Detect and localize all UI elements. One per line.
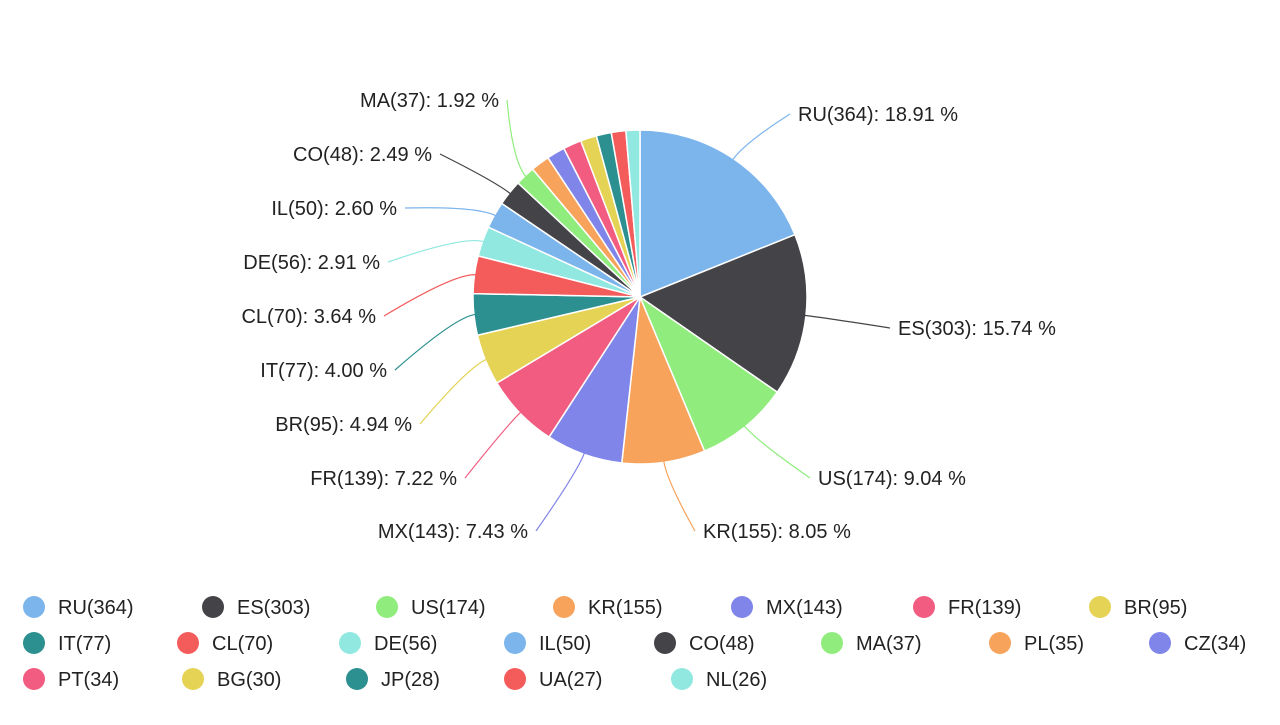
connector-br	[419, 358, 488, 425]
legend-label-nl: NL(26)	[706, 669, 767, 691]
legend-item-ma[interactable]: MA(37)	[821, 632, 922, 655]
data-label-il: IL(50): 2.60 %	[271, 198, 397, 220]
legend-marker-es	[202, 596, 224, 618]
data-label-mx: MX(143): 7.43 %	[378, 521, 528, 543]
legend-marker-mx	[731, 596, 753, 618]
legend-marker-kr	[553, 596, 575, 618]
data-label-it: IT(77): 4.00 %	[260, 360, 387, 382]
connector-kr	[663, 460, 696, 532]
legend-label-cl: CL(70)	[212, 633, 273, 655]
legend-label-bg: BG(30)	[217, 669, 281, 691]
legend-marker-nl	[671, 668, 693, 690]
connector-il	[404, 207, 497, 217]
data-label-es: ES(303): 15.74 %	[898, 318, 1056, 340]
data-label-us: US(174): 9.04 %	[818, 468, 966, 490]
legend-item-cl[interactable]: CL(70)	[177, 632, 273, 655]
legend-item-es[interactable]: ES(303)	[202, 596, 310, 619]
legend-item-ua[interactable]: UA(27)	[504, 668, 602, 691]
legend-marker-de	[339, 632, 361, 654]
legend: RU(364) ES(303) US(174) KR(155) MX(143) FR(13…	[23, 596, 1246, 691]
legend-item-pl[interactable]: PL(35)	[989, 632, 1084, 655]
legend-marker-fr	[913, 596, 935, 618]
legend-label-pl: PL(35)	[1024, 633, 1084, 655]
legend-label-kr: KR(155)	[588, 597, 662, 619]
data-label-de: DE(56): 2.91 %	[243, 252, 380, 274]
legend-label-il: IL(50)	[539, 633, 591, 655]
legend-label-co: CO(48)	[689, 633, 755, 655]
connector-es	[803, 314, 891, 329]
legend-item-nl[interactable]: NL(26)	[671, 668, 767, 691]
data-labels: RU(364): 18.91 % ES(303): 15.74 % US(174):…	[241, 90, 1056, 543]
connector-fr	[464, 411, 522, 479]
legend-item-de[interactable]: DE(56)	[339, 632, 437, 655]
legend-marker-co	[654, 632, 676, 654]
legend-marker-il	[504, 632, 526, 654]
legend-item-il[interactable]: IL(50)	[504, 632, 591, 655]
data-label-kr: KR(155): 8.05 %	[703, 521, 851, 543]
legend-item-ru[interactable]: RU(364)	[23, 596, 134, 619]
legend-label-ua: UA(27)	[539, 669, 602, 691]
pie-slices	[472, 129, 808, 465]
legend-item-pt[interactable]: PT(34)	[23, 668, 119, 691]
legend-marker-ru	[23, 596, 45, 618]
legend-label-br: BR(95)	[1124, 597, 1187, 619]
legend-item-fr[interactable]: FR(139)	[913, 596, 1021, 619]
connector-ma	[506, 99, 527, 178]
legend-label-mx: MX(143)	[766, 597, 843, 619]
legend-marker-ma	[821, 632, 843, 654]
legend-label-cz: CZ(34)	[1184, 633, 1246, 655]
legend-marker-ua	[504, 668, 526, 690]
data-label-co: CO(48): 2.49 %	[293, 144, 432, 166]
connector-ru	[731, 113, 791, 161]
data-label-ru: RU(364): 18.91 %	[798, 104, 958, 126]
connector-it	[394, 313, 476, 371]
legend-marker-cz	[1149, 632, 1171, 654]
connector-us	[743, 424, 811, 479]
legend-label-us: US(174)	[411, 597, 485, 619]
legend-item-it[interactable]: IT(77)	[23, 632, 111, 655]
legend-item-us[interactable]: US(174)	[376, 596, 485, 619]
legend-item-br[interactable]: BR(95)	[1089, 596, 1187, 619]
legend-item-kr[interactable]: KR(155)	[553, 596, 662, 619]
legend-label-fr: FR(139)	[948, 597, 1021, 619]
data-label-cl: CL(70): 3.64 %	[241, 306, 376, 328]
legend-marker-it	[23, 632, 45, 654]
data-label-br: BR(95): 4.94 %	[275, 414, 412, 436]
label-connectors	[383, 99, 891, 532]
legend-item-cz[interactable]: CZ(34)	[1149, 632, 1246, 655]
legend-label-ma: MA(37)	[856, 633, 922, 655]
pie-slice-nl[interactable]	[625, 129, 641, 298]
data-label-fr: FR(139): 7.22 %	[310, 468, 457, 490]
connector-de	[387, 240, 485, 263]
legend-item-mx[interactable]: MX(143)	[731, 596, 843, 619]
legend-label-es: ES(303)	[237, 597, 310, 619]
legend-marker-pt	[23, 668, 45, 690]
connector-cl	[383, 274, 477, 317]
legend-marker-cl	[177, 632, 199, 654]
legend-label-it: IT(77)	[58, 633, 111, 655]
legend-label-jp: JP(28)	[381, 669, 440, 691]
connector-co	[439, 153, 512, 195]
legend-marker-br	[1089, 596, 1111, 618]
legend-marker-us	[376, 596, 398, 618]
legend-item-co[interactable]: CO(48)	[654, 632, 755, 655]
connector-mx	[535, 452, 586, 532]
legend-marker-pl	[989, 632, 1011, 654]
legend-item-bg[interactable]: BG(30)	[182, 668, 281, 691]
legend-marker-bg	[182, 668, 204, 690]
legend-item-jp[interactable]: JP(28)	[346, 668, 440, 691]
legend-label-de: DE(56)	[374, 633, 437, 655]
legend-label-ru: RU(364)	[58, 597, 134, 619]
legend-marker-jp	[346, 668, 368, 690]
legend-label-pt: PT(34)	[58, 669, 119, 691]
data-label-ma: MA(37): 1.92 %	[360, 90, 499, 112]
